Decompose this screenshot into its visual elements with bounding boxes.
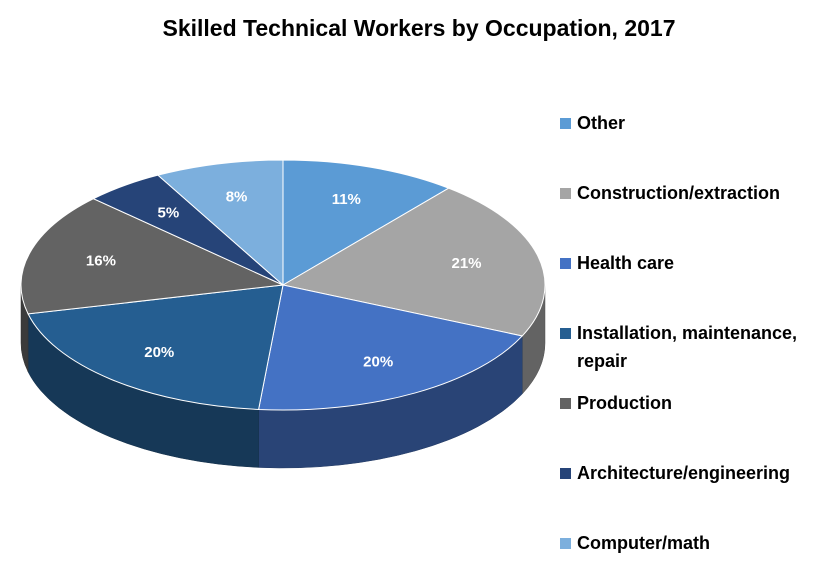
data-label: 8%: [226, 189, 248, 206]
legend-item: Computer/math: [560, 529, 830, 557]
top-faces: [20, 159, 546, 411]
slice: [281, 187, 546, 337]
slice: [257, 284, 524, 411]
side-faces: [20, 284, 546, 469]
data-labels: 11% 21% 20% 20% 16% 5% 8%: [86, 189, 482, 371]
legend-swatch: [560, 188, 571, 199]
legend-swatch: [560, 538, 571, 549]
data-label: 20%: [144, 344, 174, 361]
legend-label: Construction/extraction: [577, 183, 781, 203]
legend-label: Other: [577, 113, 626, 133]
legend-swatch: [560, 328, 571, 339]
legend-label: Installation, maintenance, repair: [577, 323, 798, 371]
legend-item: Installation, maintenance, repair: [560, 319, 830, 375]
legend-swatch: [560, 118, 571, 129]
chart-title: Skilled Technical Workers by Occupation,…: [162, 15, 675, 41]
legend-swatch: [560, 258, 571, 269]
slice: [282, 159, 450, 286]
slice: [27, 284, 284, 410]
data-label: 16%: [86, 252, 116, 269]
data-label: 5%: [158, 204, 180, 221]
legend-item: Other: [560, 109, 830, 137]
data-label: 20%: [363, 354, 393, 371]
legend-label: Architecture/engineering: [577, 463, 791, 483]
slice: [156, 159, 284, 287]
legend-item: Production: [560, 389, 830, 417]
legend-label: Health care: [577, 253, 675, 273]
legend-swatch: [560, 468, 571, 479]
legend-label: Computer/math: [577, 533, 711, 553]
data-label: 11%: [332, 191, 361, 208]
legend-swatch: [560, 398, 571, 409]
slice: [20, 198, 285, 315]
legend-item: Architecture/engineering: [560, 459, 830, 487]
legend-item: Health care: [560, 249, 830, 277]
data-label: 21%: [452, 255, 482, 272]
legend-label: Production: [577, 393, 672, 413]
legend-item: Construction/extraction: [560, 179, 830, 207]
